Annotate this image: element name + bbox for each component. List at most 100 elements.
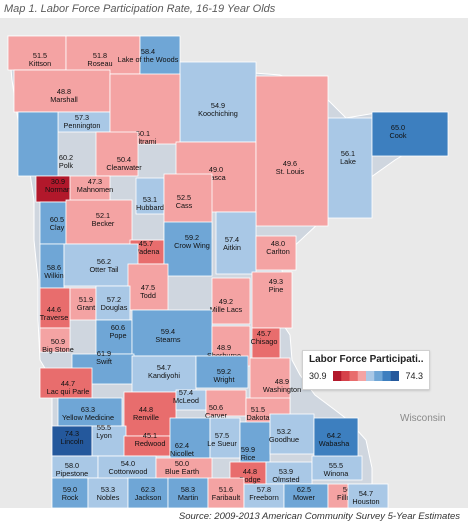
county-shape-lac-qui-parle[interactable]: [39, 367, 93, 399]
county-shape-freeborn[interactable]: [243, 483, 285, 508]
county-shape-big-stone[interactable]: [39, 327, 71, 353]
county-shape-carver[interactable]: [205, 389, 247, 417]
county-shape-douglas[interactable]: [95, 285, 131, 321]
county-shape-renville[interactable]: [123, 391, 177, 437]
legend[interactable]: Labor Force Participati.. 30.9 74.3: [302, 350, 430, 390]
county-shape-kittson[interactable]: [7, 35, 67, 71]
county-shape-rice[interactable]: [239, 421, 271, 463]
county-shape-aitkin[interactable]: [215, 211, 257, 275]
county-shape-norman[interactable]: [35, 175, 71, 203]
county-shape-otter-tail[interactable]: [63, 243, 139, 287]
county-st-louis[interactable]: 49.6St. Louis: [255, 75, 329, 227]
county-shape-traverse[interactable]: [39, 287, 71, 329]
county-shape-koochiching[interactable]: [179, 61, 257, 143]
county-shape-wabasha[interactable]: [313, 417, 359, 459]
county-shape-yellow-medicine[interactable]: [57, 397, 123, 427]
county-shape-winona[interactable]: [311, 455, 363, 481]
county-shape-cook[interactable]: [371, 111, 449, 157]
county-shape-mahnomen[interactable]: [69, 175, 111, 203]
county-shape-st-louis[interactable]: [255, 75, 329, 227]
county-shape-wilkin[interactable]: [39, 243, 65, 289]
county-le-sueur[interactable]: 57.5Le Sueur: [207, 417, 241, 459]
county-shape-becker[interactable]: [65, 199, 133, 245]
county-shape-marshall[interactable]: [13, 69, 111, 113]
county-shape-mille-lacs[interactable]: [211, 277, 251, 325]
county-shape-lake[interactable]: [327, 117, 373, 219]
county-shape-clearwater[interactable]: [95, 131, 139, 177]
county-shape-jackson[interactable]: [127, 477, 169, 508]
county-shape-grant[interactable]: [69, 287, 97, 321]
county-shape-crow-wing[interactable]: [163, 221, 213, 277]
county-shape-cottonwood[interactable]: [97, 455, 157, 481]
county-shape-wright[interactable]: [195, 355, 249, 389]
county-shape-pine[interactable]: [251, 271, 293, 329]
county-shape-goodhue[interactable]: [269, 413, 315, 455]
county-shape-clay[interactable]: [39, 201, 67, 245]
county-shape-polk[interactable]: [17, 111, 59, 177]
county-shape-chisago[interactable]: [251, 327, 281, 359]
county-shape-mower[interactable]: [283, 483, 329, 508]
county-shape-lincoln[interactable]: [51, 425, 93, 457]
county-shape-faribault[interactable]: [207, 477, 245, 508]
county-shape-le-sueur[interactable]: [209, 417, 241, 459]
county-shape-nicollet[interactable]: [169, 417, 211, 459]
county-shape-todd[interactable]: [127, 263, 169, 311]
county-shape-lyon[interactable]: [91, 425, 127, 457]
map-area[interactable]: 51.5 Kittson 51.8 Roseau 58.4 Lake of the Woo…: [0, 18, 468, 508]
county-shape-houston[interactable]: [347, 483, 389, 508]
